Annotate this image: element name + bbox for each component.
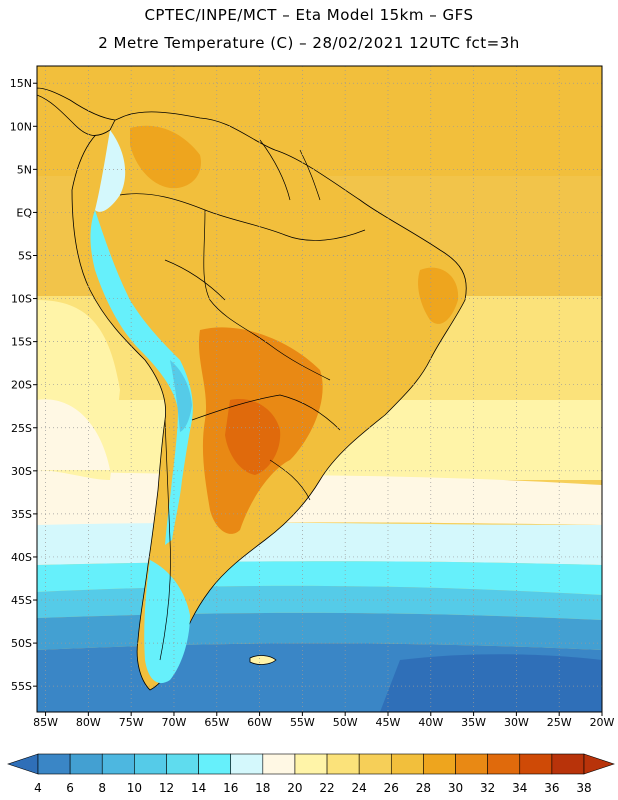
lat-label: 40S bbox=[11, 551, 32, 564]
colorbar-label: 26 bbox=[384, 781, 399, 795]
colorbar-swatch bbox=[423, 753, 456, 775]
lat-label: 10N bbox=[10, 120, 32, 133]
colorbar-label: 32 bbox=[480, 781, 495, 795]
lat-label: 30S bbox=[11, 465, 32, 478]
lon-label: 85W bbox=[33, 716, 58, 729]
colorbar-swatch bbox=[455, 753, 488, 775]
ocean-band-cool bbox=[37, 522, 602, 565]
colorbar: 4 6 8 10 12 14 16 18 20 22 24 26 28 30 32 34 36 38 bbox=[7, 753, 615, 795]
colorbar-swatch bbox=[37, 753, 71, 775]
falkland-islands bbox=[249, 655, 277, 665]
lon-label: 40W bbox=[418, 716, 443, 729]
country-borders bbox=[119, 139, 366, 661]
patagonia-cold bbox=[144, 560, 190, 684]
lon-label: 70W bbox=[162, 716, 187, 729]
ocean-band-cold-5 bbox=[380, 654, 602, 712]
lat-label: 45S bbox=[11, 594, 32, 607]
hot-region-ne-brazil bbox=[418, 267, 459, 324]
andes-north-strip bbox=[95, 130, 126, 212]
lat-label: 50S bbox=[11, 637, 32, 650]
colorbar-label: 34 bbox=[512, 781, 527, 795]
longitude-labels: 85W 80W 75W 70W 65W 60W 55W 50W 45W 40W 35W 30W 25W 2… bbox=[33, 712, 615, 729]
hot-core-paraguay bbox=[225, 399, 281, 475]
lon-label: 25W bbox=[547, 716, 572, 729]
central-america bbox=[37, 87, 116, 136]
colorbar-label: 10 bbox=[127, 781, 142, 795]
colorbar-swatch bbox=[198, 753, 232, 775]
colorbar-label: 8 bbox=[98, 781, 106, 795]
lon-label: 65W bbox=[204, 716, 229, 729]
colorbar-swatch bbox=[262, 753, 296, 775]
colorbar-label: 4 bbox=[34, 781, 42, 795]
colorbar-swatch bbox=[551, 753, 585, 775]
lat-label: 5N bbox=[17, 163, 32, 176]
title-line-1: CPTEC/INPE/MCT – Eta Model 15km – GFS bbox=[144, 6, 474, 24]
colorbar-swatch bbox=[69, 753, 103, 775]
colorbar-under-arrow bbox=[7, 753, 39, 775]
lon-label: 50W bbox=[333, 716, 358, 729]
hot-region-venezuela bbox=[130, 125, 201, 189]
lon-label: 45W bbox=[376, 716, 401, 729]
lat-label: 5S bbox=[18, 249, 32, 262]
lon-label: 75W bbox=[119, 716, 144, 729]
colorbar-label: 14 bbox=[191, 781, 206, 795]
colorbar-swatch bbox=[101, 753, 135, 775]
colorbar-label: 36 bbox=[544, 781, 559, 795]
lat-label: EQ bbox=[16, 206, 32, 219]
colorbar-swatch bbox=[230, 753, 264, 775]
lat-label: 55S bbox=[11, 680, 32, 693]
colorbar-swatch bbox=[166, 753, 199, 775]
colorbar-label: 30 bbox=[448, 781, 463, 795]
colorbar-swatch bbox=[519, 753, 553, 775]
colorbar-label: 38 bbox=[576, 781, 591, 795]
lat-label: 15N bbox=[10, 77, 32, 90]
lat-label: 25S bbox=[11, 422, 32, 435]
latitude-labels: 15N 10N 5N EQ 5S 10S 15S 20S 25S 30S 35S 40S 45S 50S 5… bbox=[10, 77, 37, 693]
colorbar-label: 16 bbox=[223, 781, 238, 795]
colorbar-swatch bbox=[487, 753, 521, 775]
lat-label: 20S bbox=[11, 379, 32, 392]
colorbar-swatch bbox=[294, 753, 328, 775]
lon-label: 60W bbox=[247, 716, 272, 729]
andes-altiplano bbox=[170, 360, 192, 432]
colorbar-swatch bbox=[358, 753, 392, 775]
colorbar-swatch bbox=[326, 753, 360, 775]
colorbar-label: 24 bbox=[352, 781, 367, 795]
lon-label: 35W bbox=[461, 716, 486, 729]
colorbar-label: 20 bbox=[287, 781, 302, 795]
lat-label: 15S bbox=[11, 336, 32, 349]
colorbar-over-arrow bbox=[583, 753, 615, 775]
colorbar-label: 28 bbox=[416, 781, 431, 795]
colorbar-label: 22 bbox=[319, 781, 334, 795]
lat-label: 35S bbox=[11, 508, 32, 521]
temperature-map: 15N 10N 5N EQ 5S 10S 15S 20S 25S 30S 35S 40S 45S 50S 5… bbox=[10, 65, 615, 729]
pacific-mild-patch bbox=[37, 399, 110, 470]
colorbar-label: 12 bbox=[159, 781, 174, 795]
lon-label: 80W bbox=[76, 716, 101, 729]
lon-label: 20W bbox=[590, 716, 615, 729]
colorbar-swatch bbox=[390, 753, 424, 775]
title-line-2: 2 Metre Temperature (C) – 28/02/2021 12U… bbox=[98, 34, 520, 52]
lon-label: 30W bbox=[504, 716, 529, 729]
map-frame bbox=[36, 65, 603, 713]
colorbar-swatch bbox=[134, 753, 167, 775]
lon-label: 55W bbox=[290, 716, 315, 729]
colorbar-label: 6 bbox=[66, 781, 74, 795]
lat-label: 10S bbox=[11, 293, 32, 306]
andes-cold-strip bbox=[90, 210, 193, 545]
colorbar-label: 18 bbox=[255, 781, 270, 795]
